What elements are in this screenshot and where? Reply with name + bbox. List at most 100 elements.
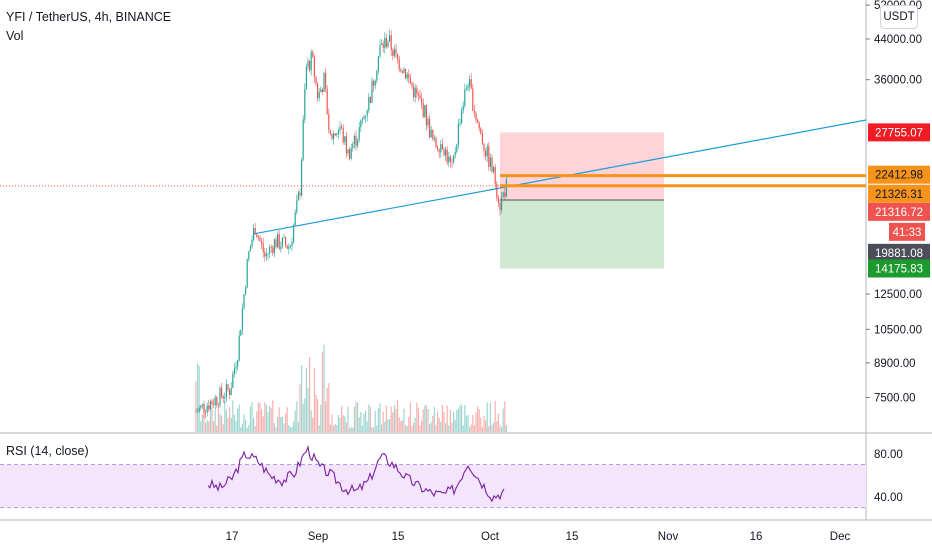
volume-bar <box>504 401 506 432</box>
candle-body <box>408 74 410 78</box>
volume-bar <box>259 402 261 432</box>
candle-body <box>294 212 296 226</box>
volume-bar <box>395 408 397 432</box>
candle-body <box>289 245 291 247</box>
candle-body <box>317 83 319 99</box>
volume-bar <box>361 425 363 432</box>
volume-bar <box>286 407 288 432</box>
candle-body <box>214 397 216 405</box>
volume-bar <box>453 411 455 432</box>
volume-bar <box>350 427 352 432</box>
candle-body <box>291 241 293 246</box>
candle-body <box>328 114 330 130</box>
candle-body <box>477 119 479 123</box>
candle-body <box>494 167 496 184</box>
price-label-bg <box>868 123 930 142</box>
volume-bar <box>424 405 426 432</box>
rsi-label: RSI (14, close) <box>6 444 89 458</box>
volume-bar <box>270 407 272 432</box>
volume-bar <box>438 418 440 432</box>
chart-title: YFI / TetherUS, 4h, BINANCE <box>6 10 172 24</box>
volume-bar <box>488 426 490 432</box>
volume-bar <box>446 405 448 432</box>
candle-body <box>361 119 363 121</box>
stop-loss-zone <box>500 132 664 200</box>
price-label-dark: 19881.08 <box>875 248 923 260</box>
candle-body <box>499 202 501 210</box>
candle-body <box>227 384 229 390</box>
candle-body <box>414 88 416 98</box>
candle-body <box>237 360 239 367</box>
price-label-bg <box>889 222 925 241</box>
volume-bar <box>273 423 275 432</box>
take-profit-zone <box>500 199 664 269</box>
candle-body <box>393 48 395 56</box>
volume-bar <box>382 411 384 432</box>
volume-bar <box>437 411 439 432</box>
volume-bar <box>443 411 445 432</box>
candle-body <box>320 89 322 93</box>
volume-bar <box>379 403 381 432</box>
rsi-panel: 80.00 40.00 <box>0 444 903 509</box>
volume-label: Vol <box>6 29 24 43</box>
price-label-position: 21326.31 <box>875 189 923 201</box>
candlestick-series <box>195 29 507 419</box>
volume-bar <box>315 394 317 432</box>
candle-body <box>465 88 467 90</box>
volume-bar <box>201 414 203 432</box>
volume-bar <box>403 408 405 432</box>
candle-body <box>424 105 426 117</box>
candle-body <box>382 43 384 48</box>
candle-body <box>281 238 283 248</box>
candle-body <box>443 149 445 156</box>
volume-bar <box>369 407 371 432</box>
volume-bar <box>414 418 416 432</box>
currency-button[interactable]: USDT <box>880 5 918 29</box>
candle-body <box>446 149 448 163</box>
candle-body <box>345 136 347 154</box>
volume-bar <box>345 422 347 432</box>
volume-bar <box>336 425 338 432</box>
volume-bar <box>409 402 411 432</box>
candle-body <box>405 68 407 79</box>
candle-body <box>197 411 199 413</box>
volume-bar <box>454 419 456 432</box>
candle-body <box>470 79 472 89</box>
rsi-tick-label: 40.00 <box>874 492 903 504</box>
volume-bar <box>323 344 325 432</box>
price-tick-label: 8900.00 <box>874 358 916 370</box>
candle-body <box>365 115 367 117</box>
volume-bar <box>408 416 410 432</box>
volume-bar <box>419 425 421 432</box>
candle-body <box>411 83 413 87</box>
candle-body <box>336 133 338 135</box>
volume-bar <box>475 412 477 432</box>
candle-body <box>398 58 400 70</box>
volume-bar <box>257 402 259 432</box>
candle-body <box>486 146 488 157</box>
candle-body <box>483 144 485 151</box>
volume-bar <box>225 410 227 432</box>
price-label-position: 22412.98 <box>875 170 923 182</box>
volume-bar <box>195 381 197 432</box>
volume-bar <box>505 425 507 432</box>
volume-bar <box>291 427 293 432</box>
candle-body <box>363 116 365 120</box>
candle-body <box>462 105 464 111</box>
volume-bar <box>398 417 400 432</box>
candle-body <box>448 156 450 163</box>
candle-body <box>441 144 443 150</box>
volume-bar <box>416 402 418 432</box>
volume-bar <box>222 424 224 432</box>
candle-body <box>331 133 333 139</box>
candle-body <box>208 405 210 410</box>
volume-bar <box>310 410 312 432</box>
candle-body <box>206 405 208 413</box>
candle-body <box>288 246 290 249</box>
volume-bar <box>331 414 333 432</box>
volume-bar <box>205 422 207 432</box>
candle-body <box>437 147 439 150</box>
volume-bar <box>457 408 459 432</box>
candle-body <box>307 60 309 67</box>
